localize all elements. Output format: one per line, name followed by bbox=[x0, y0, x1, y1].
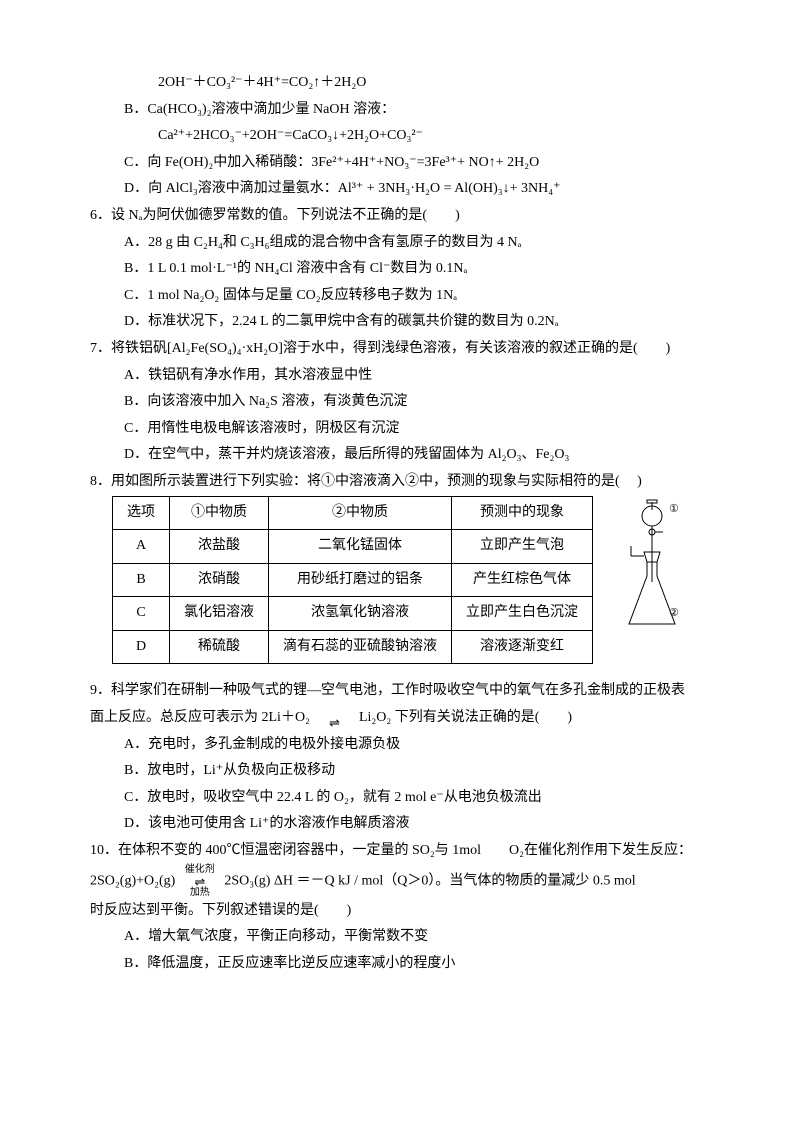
q6-stem: 6．设 Nₐ为阿伏伽德罗常数的值。下列说法不正确的是( ) bbox=[90, 203, 710, 230]
q7-d: D．在空气中，蒸干并灼烧该溶液，最后所得的残留固体为 Al₂O₃、Fe₂O₃ bbox=[90, 442, 710, 469]
q5-b-eq: Ca²⁺+2HCO₃⁻+2OH⁻=CaCO₃↓+2H₂O+CO₃²⁻ bbox=[90, 123, 710, 150]
table-row: C 氯化铝溶液 浓氢氧化钠溶液 立即产生白色沉淀 bbox=[113, 597, 593, 631]
page: 2OH⁻＋CO₃²⁻＋4H⁺=CO₂↑＋2H₂O B．Ca(HCO₃)₂溶液中滴… bbox=[0, 0, 800, 1132]
q8-row: 选项 ①中物质 ②中物质 预测中的现象 A 浓盐酸 二氧化锰固体 立即产生气泡 … bbox=[90, 496, 710, 665]
q9-c: C．放电时，吸收空气中 22.4 L 的 O₂，就有 2 mol e⁻从电池负极… bbox=[90, 785, 710, 812]
q9-l2b: Li₂O₂ 下列有关说法正确的是( ) bbox=[359, 710, 572, 725]
q9-l1: 9．科学家们在研制一种吸气式的锂—空气电池，工作时吸收空气中的氧气在多孔金制成的… bbox=[90, 678, 710, 705]
th: ②中物质 bbox=[269, 496, 452, 530]
q9-a: A．充电时，多孔金制成的电极外接电源负极 bbox=[90, 732, 710, 759]
q5-c: C．向 Fe(OH)₂中加入稀硝酸：3Fe²⁺+4H⁺+NO₃⁻=3Fe³⁺+ … bbox=[90, 150, 710, 177]
table-head-row: 选项 ①中物质 ②中物质 预测中的现象 bbox=[113, 496, 593, 530]
q6-d: D．标准状况下，2.24 L 的二氯甲烷中含有的碳氯共价键的数目为 0.2Nₐ bbox=[90, 309, 710, 336]
equilibrium-arrow-icon: ⇌ bbox=[313, 706, 355, 729]
q10-l2: 2SO₂(g)+O₂(g) 催化剂 ⇌ 加热 2SO₃(g) ΔH ＝－Q kJ… bbox=[90, 865, 710, 898]
q7-stem: 7．将铁铝矾[Al₂Fe(SO₄)₄·xH₂O]溶于水中，得到浅绿色溶液，有关该… bbox=[90, 336, 710, 363]
th: ①中物质 bbox=[170, 496, 269, 530]
table-row: B 浓硝酸 用砂纸打磨过的铝条 产生红棕色气体 bbox=[113, 563, 593, 597]
q7-c: C．用惰性电极电解该溶液时，阴极区有沉淀 bbox=[90, 416, 710, 443]
q6-b: B．1 L 0.1 mol·L⁻¹的 NH₄Cl 溶液中含有 Cl⁻数目为 0.… bbox=[90, 256, 710, 283]
table-row: A 浓盐酸 二氧化锰固体 立即产生气泡 bbox=[113, 530, 593, 564]
q10-a: A．增大氧气浓度，平衡正向移动，平衡常数不变 bbox=[90, 924, 710, 951]
q9-d: D．该电池可使用含 Li⁺的水溶液作电解质溶液 bbox=[90, 811, 710, 838]
q10-l2b: 2SO₃(g) ΔH ＝－Q kJ / mol（Q＞0）。当气体的物质的量减少 … bbox=[224, 873, 635, 888]
q5-b-pre: B．Ca(HCO₃)₂溶液中滴加少量 NaOH 溶液： bbox=[90, 97, 710, 124]
apparatus-icon: ① ② bbox=[611, 496, 681, 636]
th: 选项 bbox=[113, 496, 170, 530]
q10-l2a: 2SO₂(g)+O₂(g) bbox=[90, 873, 179, 888]
catalyst-arrow-icon: 催化剂 ⇌ 加热 bbox=[179, 865, 221, 898]
svg-text:①: ① bbox=[669, 503, 679, 515]
q7-b: B．向该溶液中加入 Na₂S 溶液，有淡黄色沉淀 bbox=[90, 389, 710, 416]
q10-l3: 时反应达到平衡。下列叙述错误的是( ) bbox=[90, 898, 710, 925]
spacer bbox=[90, 664, 710, 678]
q6-a: A．28 g 由 C₂H₄和 C₃H₆组成的混合物中含有氢原子的数目为 4 Nₐ bbox=[90, 230, 710, 257]
q7-a: A．铁铝矾有净水作用，其水溶液显中性 bbox=[90, 363, 710, 390]
q8-table: 选项 ①中物质 ②中物质 预测中的现象 A 浓盐酸 二氧化锰固体 立即产生气泡 … bbox=[112, 496, 593, 665]
svg-text:②: ② bbox=[669, 607, 679, 619]
q6-c: C．1 mol Na₂O₂ 固体与足量 CO₂反应转移电子数为 1Nₐ bbox=[90, 283, 710, 310]
q5-d: D．向 AlCl₃溶液中滴加过量氨水：Al³⁺ + 3NH₃·H₂O = Al(… bbox=[90, 176, 710, 203]
eq-line: 2OH⁻＋CO₃²⁻＋4H⁺=CO₂↑＋2H₂O bbox=[90, 70, 710, 97]
th: 预测中的现象 bbox=[452, 496, 593, 530]
q9-l2a: 面上反应。总反应可表示为 2Li＋O₂ bbox=[90, 710, 310, 725]
q9-b: B．放电时，Li⁺从负极向正极移动 bbox=[90, 758, 710, 785]
q10-b: B．降低温度，正反应速率比逆反应速率减小的程度小 bbox=[90, 951, 710, 978]
q9-l2: 面上反应。总反应可表示为 2Li＋O₂ ⇌ Li₂O₂ 下列有关说法正确的是( … bbox=[90, 705, 710, 732]
q10-l1: 10．在体积不变的 400℃恒温密闭容器中，一定量的 SO₂与 1mol O₂在… bbox=[90, 838, 710, 865]
table-row: D 稀硫酸 滴有石蕊的亚硫酸钠溶液 溶液逐渐变红 bbox=[113, 630, 593, 664]
q8-stem: 8．用如图所示装置进行下列实验：将①中溶液滴入②中，预测的现象与实际相符的是( … bbox=[90, 469, 710, 496]
